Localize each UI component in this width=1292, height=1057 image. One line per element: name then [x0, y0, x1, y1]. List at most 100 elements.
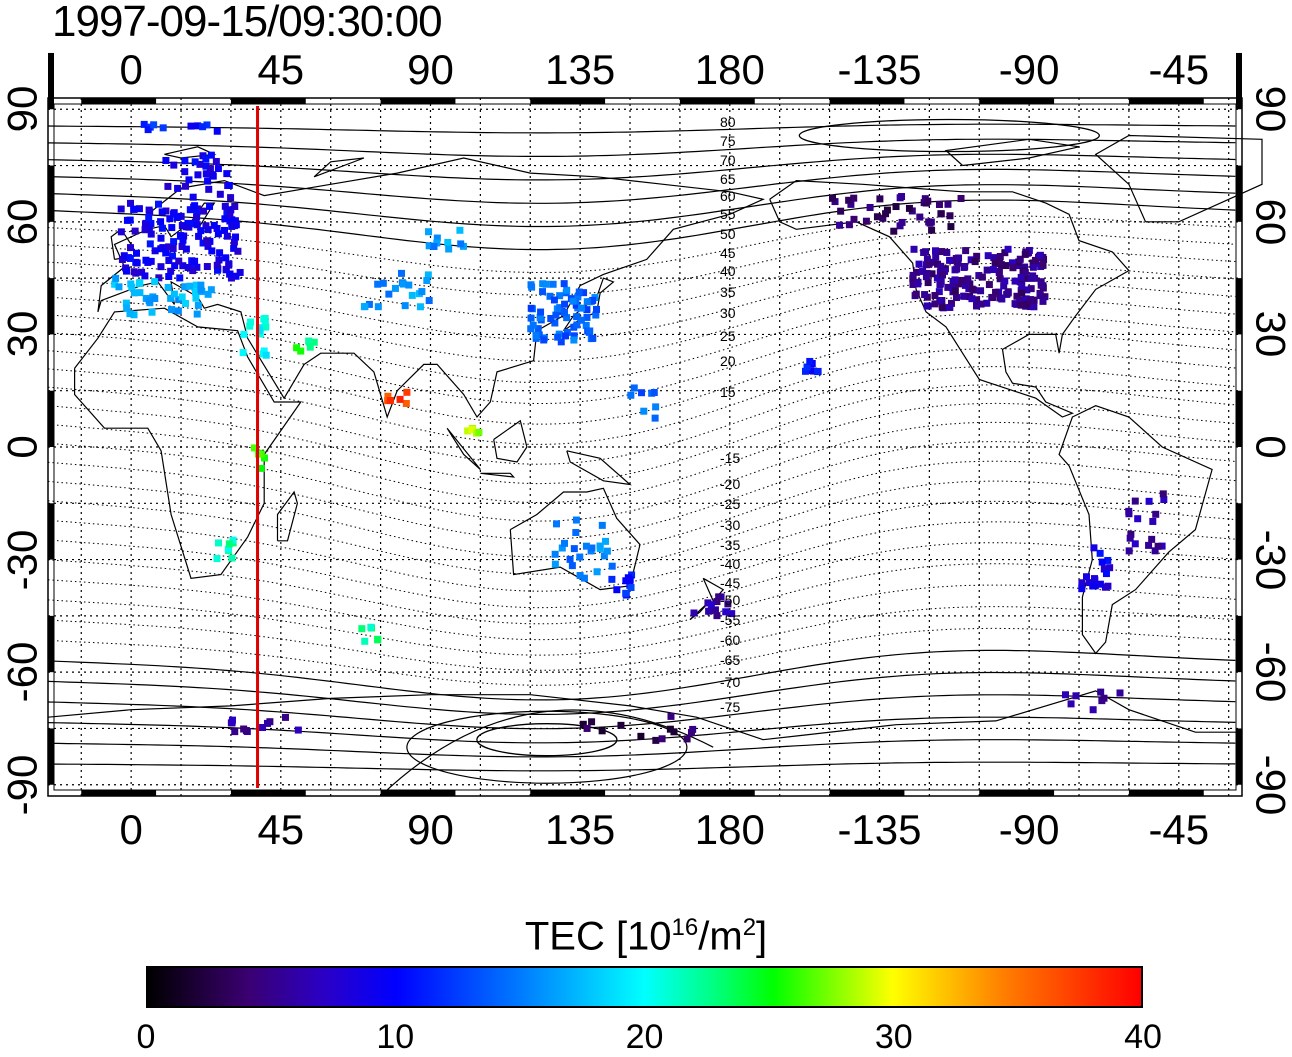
coastline: [509, 487, 641, 591]
tec-pixel: [204, 226, 212, 234]
tec-pixel: [178, 293, 186, 301]
tec-pixel: [294, 726, 302, 734]
coastline: [944, 138, 1080, 167]
contour-label: 20: [720, 353, 736, 369]
frame-checker: [979, 790, 1055, 796]
magnetic-contour: [47, 521, 1236, 609]
tec-pixel: [896, 194, 904, 202]
tec-pixel: [921, 291, 929, 299]
tec-pixel: [425, 297, 433, 305]
tec-pixel: [707, 601, 715, 609]
contour-label: 15: [720, 384, 736, 400]
tec-pixel: [221, 215, 229, 223]
tec-pixel: [402, 400, 410, 408]
tec-pixel: [952, 294, 960, 302]
tec-pixel: [231, 728, 239, 736]
tec-pixel: [579, 720, 587, 728]
tec-pixel: [112, 274, 120, 282]
tec-pixel: [227, 194, 235, 202]
tec-pixel: [912, 290, 920, 298]
tec-pixel: [551, 550, 559, 558]
tec-pixel: [1021, 263, 1029, 271]
tec-pixel: [195, 232, 203, 240]
tec-pixel: [928, 226, 936, 234]
tec-pixel: [527, 281, 535, 289]
tec-pixel: [396, 395, 404, 403]
tec-pixel: [689, 725, 697, 733]
top-lon-tick: 45: [257, 46, 305, 93]
tec-pixel: [226, 270, 234, 278]
tec-pixel: [1018, 282, 1026, 290]
frame-checker: [679, 790, 755, 796]
tec-pixel: [228, 719, 236, 727]
tec-pixel: [1159, 490, 1167, 498]
tec-pixel: [896, 222, 904, 230]
tec-pixel: [193, 213, 201, 221]
magnetic-contour: [47, 123, 1236, 134]
tec-pixel: [1149, 517, 1157, 525]
bottom-lon-tick: -45: [1148, 806, 1210, 853]
tec-pixel: [925, 218, 933, 226]
tec-pixel: [225, 261, 233, 269]
tec-pixel: [598, 521, 606, 529]
tec-pixel: [992, 288, 1000, 296]
magnetic-contour: [47, 542, 1236, 625]
magnetic-contour: [47, 761, 1236, 772]
tec-pixel: [157, 218, 165, 226]
tec-pixel: [141, 272, 149, 280]
tec-pixel: [464, 427, 472, 435]
tec-pixel: [602, 537, 610, 545]
tec-pixel: [403, 388, 411, 396]
tec-pixel: [951, 276, 959, 284]
magnetic-contour: [47, 441, 1236, 540]
tec-pixel: [136, 279, 144, 287]
tec-pixel: [202, 155, 210, 163]
tec-pixel: [236, 268, 244, 276]
tec-pixel: [194, 301, 202, 309]
bottom-lon-tick: -135: [837, 806, 922, 853]
tec-pixel: [916, 213, 924, 221]
tec-pixel: [537, 308, 545, 316]
tec-pixel: [206, 202, 214, 210]
contour-label: 40: [720, 263, 736, 279]
frame-checker: [48, 728, 54, 785]
tec-pixel: [563, 286, 571, 294]
tec-pixel: [151, 247, 159, 255]
tec-pixel: [562, 332, 570, 340]
tec-pixel: [165, 243, 173, 251]
tec-pixel: [728, 610, 736, 618]
tec-pixel: [173, 213, 181, 221]
tec-pixel: [227, 274, 235, 282]
magnetic-contour: [47, 402, 1236, 503]
tec-pixel: [583, 298, 591, 306]
tec-pixel: [985, 281, 993, 289]
contour-label: -60: [720, 632, 740, 648]
tec-pixel: [177, 212, 185, 220]
tec-pixel: [1027, 285, 1035, 293]
tec-pixel: [193, 221, 201, 229]
tec-pixel: [1004, 245, 1012, 253]
tec-pixel: [141, 220, 149, 228]
tec-pixel: [126, 199, 134, 207]
tec-pixel: [145, 225, 153, 233]
coastline: [1094, 134, 1263, 223]
tec-pixel: [890, 227, 898, 235]
tec-pixel: [148, 308, 156, 316]
tec-pixel: [175, 296, 183, 304]
top-lon-tick: -45: [1148, 46, 1210, 93]
tec-pixel: [1131, 540, 1139, 548]
frame-checker: [1236, 390, 1242, 447]
tec-pixel: [203, 121, 211, 129]
tec-pixel: [941, 267, 949, 275]
tec-observations: [111, 120, 1168, 744]
tec-pixel: [170, 209, 178, 217]
top-lon-tick: 90: [407, 46, 454, 93]
tec-pixel: [136, 289, 144, 297]
tec-pixel: [989, 293, 997, 301]
contour-label: 80: [720, 114, 736, 130]
tec-pixel: [1062, 691, 1070, 699]
tec-pixel: [1023, 274, 1031, 282]
tec-pixel: [946, 303, 954, 311]
tec-pixel: [850, 215, 858, 223]
frame-checker: [679, 98, 755, 104]
